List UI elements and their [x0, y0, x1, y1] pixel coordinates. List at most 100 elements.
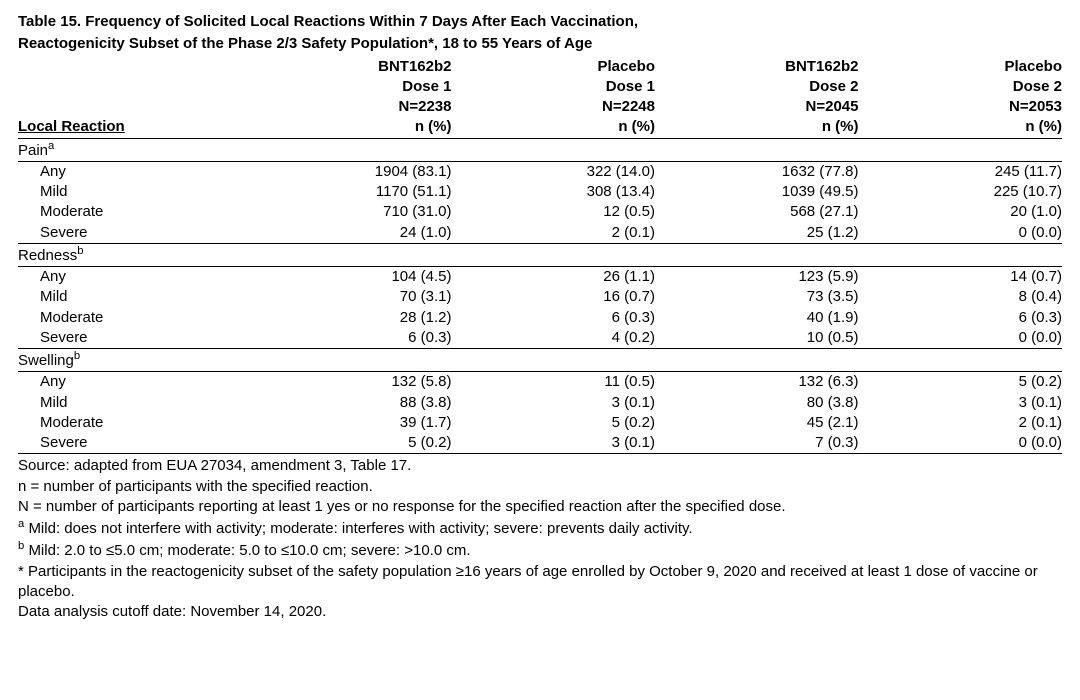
data-cell: 40 (1.9) — [655, 308, 859, 328]
data-cell: 710 (31.0) — [248, 202, 452, 222]
data-cell: 225 (10.7) — [859, 182, 1063, 202]
col-metric: n (%) — [248, 117, 452, 138]
footnotes: Source: adapted from EUA 27034, amendmen… — [18, 456, 1062, 622]
row-label: Moderate — [18, 413, 248, 433]
data-cell: 7 (0.3) — [655, 433, 859, 454]
data-cell: 0 (0.0) — [859, 433, 1063, 454]
data-cell: 0 (0.0) — [859, 223, 1063, 244]
table-title-line2: Reactogenicity Subset of the Phase 2/3 S… — [18, 34, 1062, 54]
data-cell: 2 (0.1) — [452, 223, 656, 244]
col-arm: BNT162b2 — [248, 57, 452, 77]
table-row: Any104 (4.5)26 (1.1)123 (5.9)14 (0.7) — [18, 267, 1062, 288]
footnote-n: n = number of participants with the spec… — [18, 477, 1062, 497]
col-arm: BNT162b2 — [655, 57, 859, 77]
row-label: Any — [18, 161, 248, 182]
data-cell: 3 (0.1) — [452, 393, 656, 413]
data-cell: 16 (0.7) — [452, 287, 656, 307]
data-cell: 6 (0.3) — [248, 328, 452, 349]
data-cell: 2 (0.1) — [859, 413, 1063, 433]
data-cell: 245 (11.7) — [859, 161, 1063, 182]
data-cell: 11 (0.5) — [452, 372, 656, 393]
col-metric: n (%) — [655, 117, 859, 138]
row-label: Mild — [18, 182, 248, 202]
data-cell: 5 (0.2) — [248, 433, 452, 454]
col-dose: Dose 1 — [248, 77, 452, 97]
col-n: N=2045 — [655, 97, 859, 117]
table-row: Moderate28 (1.2)6 (0.3)40 (1.9)6 (0.3) — [18, 308, 1062, 328]
col-dose: Dose 2 — [859, 77, 1063, 97]
data-cell: 8 (0.4) — [859, 287, 1063, 307]
data-cell: 104 (4.5) — [248, 267, 452, 288]
data-cell: 45 (2.1) — [655, 413, 859, 433]
table-row: Mild88 (3.8)3 (0.1)80 (3.8)3 (0.1) — [18, 393, 1062, 413]
table-row: Moderate39 (1.7)5 (0.2)45 (2.1)2 (0.1) — [18, 413, 1062, 433]
footnote-source: Source: adapted from EUA 27034, amendmen… — [18, 456, 1062, 476]
col-n: N=2053 — [859, 97, 1063, 117]
data-cell: 3 (0.1) — [859, 393, 1063, 413]
data-cell: 5 (0.2) — [859, 372, 1063, 393]
data-cell: 123 (5.9) — [655, 267, 859, 288]
table-row: Mild70 (3.1)16 (0.7)73 (3.5)8 (0.4) — [18, 287, 1062, 307]
table-row: Severe5 (0.2)3 (0.1)7 (0.3)0 (0.0) — [18, 433, 1062, 454]
data-cell: 1039 (49.5) — [655, 182, 859, 202]
reactions-table: BNT162b2 Placebo BNT162b2 Placebo Dose 1… — [18, 57, 1062, 455]
col-metric: n (%) — [859, 117, 1063, 138]
row-label: Any — [18, 267, 248, 288]
data-cell: 1632 (77.8) — [655, 161, 859, 182]
row-label: Severe — [18, 433, 248, 454]
col-n: N=2238 — [248, 97, 452, 117]
data-cell: 10 (0.5) — [655, 328, 859, 349]
footnote-N: N = number of participants reporting at … — [18, 497, 1062, 517]
group-header: Swellingb — [18, 349, 1062, 372]
data-cell: 73 (3.5) — [655, 287, 859, 307]
row-header-label: Local Reaction — [18, 117, 248, 138]
row-label: Any — [18, 372, 248, 393]
row-label: Severe — [18, 328, 248, 349]
data-cell: 568 (27.1) — [655, 202, 859, 222]
data-cell: 3 (0.1) — [452, 433, 656, 454]
row-label: Moderate — [18, 308, 248, 328]
footnote-cutoff: Data analysis cutoff date: November 14, … — [18, 602, 1062, 622]
data-cell: 132 (5.8) — [248, 372, 452, 393]
data-cell: 26 (1.1) — [452, 267, 656, 288]
data-cell: 28 (1.2) — [248, 308, 452, 328]
data-cell: 24 (1.0) — [248, 223, 452, 244]
col-metric: n (%) — [452, 117, 656, 138]
table-row: Any1904 (83.1)322 (14.0)1632 (77.8)245 (… — [18, 161, 1062, 182]
footnote-star: * Participants in the reactogenicity sub… — [18, 562, 1062, 603]
col-n: N=2248 — [452, 97, 656, 117]
row-label: Severe — [18, 223, 248, 244]
data-cell: 322 (14.0) — [452, 161, 656, 182]
col-dose: Dose 1 — [452, 77, 656, 97]
data-cell: 1904 (83.1) — [248, 161, 452, 182]
data-cell: 308 (13.4) — [452, 182, 656, 202]
data-cell: 0 (0.0) — [859, 328, 1063, 349]
data-cell: 25 (1.2) — [655, 223, 859, 244]
data-cell: 1170 (51.1) — [248, 182, 452, 202]
data-cell: 80 (3.8) — [655, 393, 859, 413]
row-label: Moderate — [18, 202, 248, 222]
data-cell: 132 (6.3) — [655, 372, 859, 393]
data-cell: 6 (0.3) — [452, 308, 656, 328]
group-header: Rednessb — [18, 243, 1062, 266]
table-row: Severe24 (1.0)2 (0.1)25 (1.2)0 (0.0) — [18, 223, 1062, 244]
footnote-a: a Mild: does not interfere with activity… — [18, 517, 1062, 539]
col-dose: Dose 2 — [655, 77, 859, 97]
footnote-b: b Mild: 2.0 to ≤5.0 cm; moderate: 5.0 to… — [18, 539, 1062, 561]
table-row: Any132 (5.8)11 (0.5)132 (6.3)5 (0.2) — [18, 372, 1062, 393]
data-cell: 70 (3.1) — [248, 287, 452, 307]
data-cell: 20 (1.0) — [859, 202, 1063, 222]
data-cell: 39 (1.7) — [248, 413, 452, 433]
data-cell: 4 (0.2) — [452, 328, 656, 349]
col-arm: Placebo — [452, 57, 656, 77]
data-cell: 88 (3.8) — [248, 393, 452, 413]
data-cell: 12 (0.5) — [452, 202, 656, 222]
group-header: Paina — [18, 138, 1062, 161]
table-row: Severe6 (0.3)4 (0.2)10 (0.5)0 (0.0) — [18, 328, 1062, 349]
table-row: Mild1170 (51.1)308 (13.4)1039 (49.5)225 … — [18, 182, 1062, 202]
data-cell: 14 (0.7) — [859, 267, 1063, 288]
row-label: Mild — [18, 287, 248, 307]
data-cell: 6 (0.3) — [859, 308, 1063, 328]
table-title-line1: Table 15. Frequency of Solicited Local R… — [18, 12, 1062, 32]
col-arm: Placebo — [859, 57, 1063, 77]
